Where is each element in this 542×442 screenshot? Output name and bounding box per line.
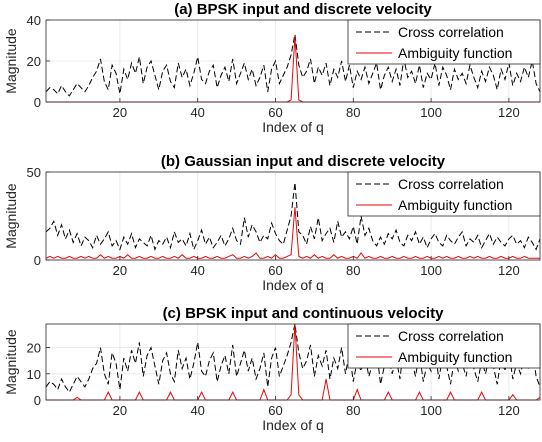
y-axis-label: Magnitude (3, 183, 19, 249)
x-tick-label: 20 (113, 403, 127, 418)
series-line-cross-correlation (45, 323, 541, 394)
y-axis-label: Magnitude (3, 28, 19, 94)
x-tick-label: 80 (346, 263, 360, 278)
x-tick-label: 20 (113, 105, 127, 120)
chart-title: (c) BPSK input and continuous velocity (163, 305, 445, 322)
y-tick-label: 10 (27, 367, 41, 382)
y-tick-label: 0 (34, 95, 41, 110)
x-tick-label: 100 (420, 263, 442, 278)
legend-box (347, 323, 541, 369)
x-tick-label: 100 (420, 105, 442, 120)
legend: Cross correlation Ambiguity function (347, 323, 541, 369)
legend: Cross correlation Ambiguity function (347, 171, 541, 217)
y-tick-label: 20 (27, 54, 41, 69)
x-tick-label: 80 (346, 105, 360, 120)
y-tick-label: 40 (27, 13, 41, 28)
y-tick-label: 20 (27, 341, 41, 356)
chart-title: (a) BPSK input and discrete velocity (174, 1, 432, 18)
x-tick-label: 20 (113, 263, 127, 278)
x-tick-label: 60 (268, 105, 282, 120)
x-tick-label: 80 (346, 403, 360, 418)
legend-label: Cross correlation (398, 24, 504, 40)
panel-1: 20 40 60 80 100 120 0 50 (b) Gaussian input and … (3, 153, 541, 293)
x-tick-label: 120 (498, 403, 520, 418)
legend-label: Ambiguity function (398, 45, 512, 61)
x-tick-label: 40 (190, 263, 204, 278)
legend-label: Ambiguity function (398, 349, 512, 365)
legend-box (347, 19, 541, 65)
panel-2: 20 40 60 80 100 120 0 10 20 (c) BPSK input and co… (3, 305, 541, 433)
x-tick-label: 120 (498, 263, 520, 278)
y-axis-label: Magnitude (3, 329, 19, 395)
legend-label: Cross correlation (398, 328, 504, 344)
x-axis-label: Index of q (262, 417, 324, 433)
x-tick-label: 40 (190, 403, 204, 418)
panel-0: 20 40 60 80 100 120 0 20 40 (a) BPSK input and di… (3, 1, 541, 135)
legend-label: Cross correlation (398, 176, 504, 192)
x-tick-label: 100 (420, 403, 442, 418)
legend-label: Ambiguity function (398, 197, 512, 213)
legend-box (347, 171, 541, 217)
chart-title: (b) Gaussian input and discrete velocity (161, 153, 446, 170)
x-axis-label: Index of q (262, 277, 324, 293)
x-tick-label: 120 (498, 105, 520, 120)
y-tick-label: 50 (27, 165, 41, 180)
y-tick-label: 0 (34, 393, 41, 408)
series-line-cross-correlation (45, 182, 541, 251)
x-tick-label: 60 (268, 403, 282, 418)
x-axis-label: Index of q (262, 119, 324, 135)
x-tick-label: 60 (268, 263, 282, 278)
series-line-cross-correlation (45, 34, 541, 97)
y-tick-label: 0 (34, 253, 41, 268)
series-line-ambiguity-function (45, 207, 540, 259)
legend: Cross correlation Ambiguity function (347, 19, 541, 65)
x-tick-label: 40 (190, 105, 204, 120)
